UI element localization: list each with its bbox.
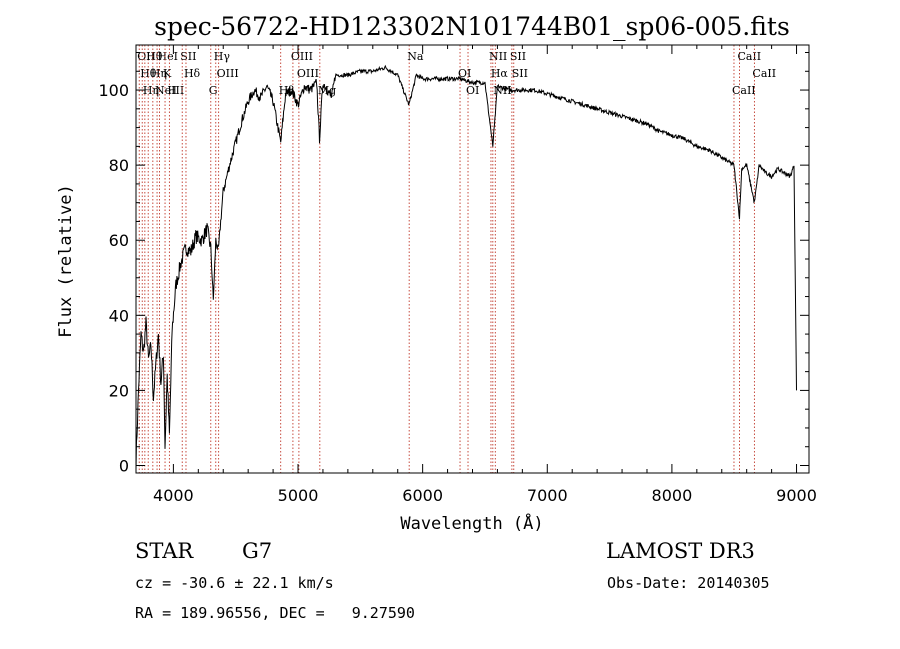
line-marker-label: K [163,67,172,80]
line-marker-label: Hα [491,67,509,80]
x-axis-ticks: 4000 5000 6000 7000 8000 9000 [153,45,817,505]
line-marker-label: Na [407,50,424,63]
x-tick-label: 4000 [153,486,194,505]
spectral-line-markers: OIIHθHηHθHηNeIIIHeIKHSIIHδGHγOIIIHβOIIIO… [137,45,776,473]
line-marker-label: Hη [143,84,159,97]
coordinates: RA = 189.96556, DEC = 9.27590 [135,604,415,622]
x-tick-label: 9000 [776,486,817,505]
y-axis-ticks: 0 20 40 60 80 100 [98,52,809,475]
y-tick-label: 40 [109,306,129,325]
line-marker-label: SII [512,67,528,80]
y-tick-label: 0 [119,456,129,475]
line-marker-label: CaII [732,84,756,97]
line-marker-label: CaII [737,50,761,63]
redshift-cz: cz = -30.6 ± 22.1 km/s [135,574,334,592]
line-marker-label: Hη [151,67,167,80]
x-tick-label: 7000 [527,486,568,505]
line-marker-label: OII [137,50,155,63]
line-marker-label: G [209,84,218,97]
spectrum-series [135,64,797,470]
y-tick-label: 20 [109,381,129,400]
line-marker-label: OIII [217,67,239,80]
line-marker-label: HeI [158,50,178,63]
line-marker-label: NII [489,50,507,63]
line-marker-label: Hγ [214,50,231,63]
y-tick-label: 60 [109,231,129,250]
y-axis-label: Flux (relative) [56,184,76,338]
x-tick-label: 6000 [402,486,443,505]
line-marker-label: SII [510,50,526,63]
survey-name: LAMOST DR3 [606,539,755,563]
y-tick-label: 100 [98,81,129,100]
plot-frame [135,44,810,474]
line-marker-label: CaII [752,67,776,80]
x-axis-label: Wavelength (Å) [400,512,543,534]
line-marker-label: OI [466,84,479,97]
object-type: STAR [135,539,194,563]
y-tick-label: 80 [109,156,129,175]
chart-title: spec-56722-HD123302N101744B01_sp06-005.f… [154,12,790,41]
line-marker-label: H [167,84,177,97]
line-marker-label: OIII [297,67,319,80]
spectrum-line [135,64,797,470]
spectral-subclass: G7 [242,539,273,563]
observation-date: Obs-Date: 20140305 [607,574,770,592]
line-marker-label: SII [180,50,196,63]
x-tick-label: 5000 [278,486,319,505]
line-marker-label: Hδ [184,67,201,80]
line-marker-label: OIII [291,50,313,63]
line-marker-label: Hθ [146,50,163,63]
x-tick-label: 8000 [652,486,693,505]
